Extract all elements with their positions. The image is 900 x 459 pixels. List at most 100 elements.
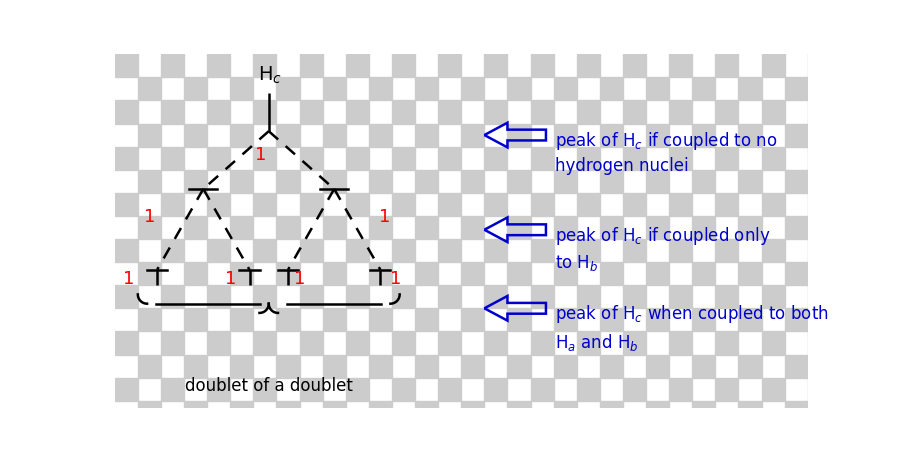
Bar (761, 240, 785, 263)
Bar (207, 55, 230, 78)
Bar (346, 378, 369, 401)
Bar (484, 378, 508, 401)
Bar (115, 378, 138, 401)
Bar (599, 355, 623, 378)
Bar (785, 217, 808, 240)
Bar (808, 285, 831, 308)
Bar (554, 263, 577, 285)
Bar (716, 285, 738, 308)
Bar (392, 147, 415, 170)
Bar (508, 124, 530, 147)
Bar (785, 263, 808, 285)
Bar (115, 147, 138, 170)
Bar (761, 55, 785, 78)
Bar (392, 240, 415, 263)
Bar (207, 285, 230, 308)
Bar (484, 285, 508, 308)
Bar (669, 193, 692, 217)
Bar (161, 240, 184, 263)
Bar (461, 170, 484, 193)
Bar (669, 101, 692, 124)
Bar (138, 263, 161, 285)
Text: doublet of a doublet: doublet of a doublet (184, 376, 353, 394)
Bar (346, 147, 369, 170)
Bar (254, 378, 276, 401)
Bar (808, 55, 831, 78)
Bar (369, 217, 392, 240)
Bar (599, 78, 623, 101)
Bar (484, 193, 508, 217)
Bar (161, 193, 184, 217)
Bar (692, 308, 716, 332)
Bar (646, 170, 670, 193)
Bar (716, 240, 738, 263)
Bar (161, 55, 184, 78)
Bar (300, 147, 323, 170)
Bar (138, 308, 161, 332)
Bar (761, 193, 785, 217)
Bar (300, 378, 323, 401)
Bar (346, 285, 369, 308)
Bar (530, 332, 554, 355)
Bar (808, 240, 831, 263)
Bar (276, 170, 300, 193)
Bar (554, 124, 577, 147)
Bar (761, 147, 785, 170)
Text: peak of H$_c$ if coupled only
to H$_b$: peak of H$_c$ if coupled only to H$_b$ (555, 224, 770, 272)
Bar (415, 401, 438, 424)
Bar (716, 332, 738, 355)
Bar (623, 332, 646, 355)
Bar (530, 147, 554, 170)
Bar (415, 78, 438, 101)
Bar (138, 78, 161, 101)
Text: 1: 1 (390, 269, 401, 287)
Bar (508, 263, 530, 285)
Bar (577, 332, 599, 355)
Bar (669, 55, 692, 78)
Bar (461, 124, 484, 147)
Bar (369, 124, 392, 147)
Bar (785, 401, 808, 424)
Bar (738, 78, 761, 101)
Bar (254, 147, 276, 170)
Text: 1: 1 (379, 207, 390, 225)
Bar (392, 101, 415, 124)
Bar (738, 401, 761, 424)
Bar (254, 55, 276, 78)
Bar (138, 170, 161, 193)
Bar (230, 355, 254, 378)
Bar (184, 308, 207, 332)
Bar (577, 147, 599, 170)
Bar (554, 401, 577, 424)
Bar (785, 78, 808, 101)
Bar (599, 308, 623, 332)
Bar (322, 78, 346, 101)
Bar (207, 240, 230, 263)
Bar (230, 124, 254, 147)
Bar (415, 124, 438, 147)
Bar (415, 355, 438, 378)
Text: H$_c$: H$_c$ (258, 65, 283, 86)
Bar (276, 124, 300, 147)
Bar (300, 285, 323, 308)
Bar (254, 332, 276, 355)
Bar (530, 240, 554, 263)
Bar (438, 285, 462, 308)
Bar (716, 193, 738, 217)
Bar (115, 285, 138, 308)
Bar (808, 332, 831, 355)
Bar (530, 55, 554, 78)
Bar (138, 355, 161, 378)
Bar (230, 263, 254, 285)
Bar (322, 170, 346, 193)
Bar (322, 124, 346, 147)
Bar (646, 401, 670, 424)
Bar (577, 240, 599, 263)
Bar (461, 78, 484, 101)
Bar (623, 147, 646, 170)
Bar (184, 124, 207, 147)
Bar (276, 263, 300, 285)
Bar (484, 240, 508, 263)
Bar (276, 308, 300, 332)
Bar (577, 193, 599, 217)
